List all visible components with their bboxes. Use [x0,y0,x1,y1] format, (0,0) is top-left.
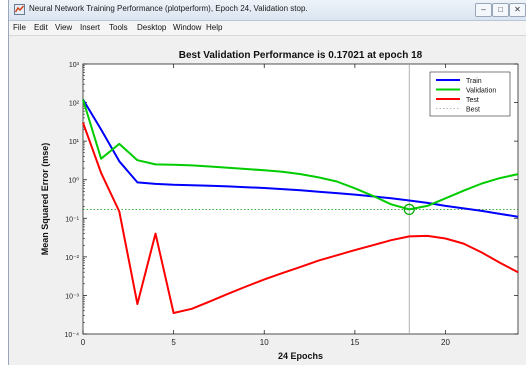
menu-help[interactable]: Help [206,23,223,32]
series-train-line [82,98,519,218]
y-axis-label: Mean Squared Error (mse) [40,143,50,256]
menu-bar: File Edit View Insert Tools Desktop Wind… [9,21,526,36]
x-axis-label: 24 Epochs [278,351,323,361]
x-tick-label: 15 [350,338,359,347]
y-tick-label: 10⁻¹ [65,216,79,223]
y-tick-label: 10⁰ [68,177,79,185]
legend-label-best: Best [466,107,480,114]
title-bar[interactable]: Neural Network Training Performance (plo… [9,0,526,21]
menu-insert[interactable]: Insert [80,23,101,32]
figure-canvas: Best Validation Performance is 0.17021 a… [10,36,526,365]
y-tick-label: 10³ [69,62,80,69]
maximize-button[interactable]: □ [492,3,509,17]
chart-title: Best Validation Performance is 0.17021 a… [179,50,423,61]
y-tick-label: 10¹ [69,139,80,146]
best-point-marker [403,203,415,215]
series-test-line [82,122,519,314]
x-tick-label: 10 [260,338,269,347]
matlab-figure-icon [14,4,25,15]
menu-view[interactable]: View [55,23,73,32]
menu-desktop[interactable]: Desktop [137,23,167,32]
y-tick-label: 10² [69,101,80,108]
series-validation-line [82,99,519,211]
x-tick-label: 5 [171,338,176,347]
y-tick-label: 10⁻⁴ [65,332,80,339]
legend-label-test: Test [466,97,479,104]
window-title: Neural Network Training Performance (plo… [29,4,308,13]
legend-label-validation: Validation [466,88,496,95]
menu-tools[interactable]: Tools [109,23,128,32]
menu-window[interactable]: Window [173,23,202,32]
minimize-button[interactable]: – [475,3,492,17]
legend-label-train: Train [466,78,482,85]
performance-plot[interactable]: Best Validation Performance is 0.17021 a… [10,36,526,365]
close-button[interactable]: ✕ [509,3,526,17]
x-tick-label: 0 [81,338,86,347]
menu-file[interactable]: File [13,23,26,32]
figure-window: Neural Network Training Performance (plo… [8,0,526,365]
x-tick-label: 20 [441,338,450,347]
y-tick-label: 10⁻² [65,255,79,262]
y-tick-label: 10⁻³ [65,293,79,300]
menu-edit[interactable]: Edit [34,23,48,32]
